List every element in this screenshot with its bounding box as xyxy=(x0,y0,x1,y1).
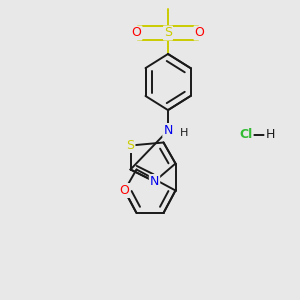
Text: O: O xyxy=(120,184,129,197)
Text: S: S xyxy=(164,26,172,40)
Text: H: H xyxy=(265,128,275,142)
Text: Cl: Cl xyxy=(239,128,253,142)
Text: N: N xyxy=(150,175,159,188)
Text: S: S xyxy=(127,139,134,152)
Text: O: O xyxy=(195,26,204,40)
Text: H: H xyxy=(180,128,189,138)
Text: N: N xyxy=(163,124,173,137)
Text: O: O xyxy=(132,26,141,40)
